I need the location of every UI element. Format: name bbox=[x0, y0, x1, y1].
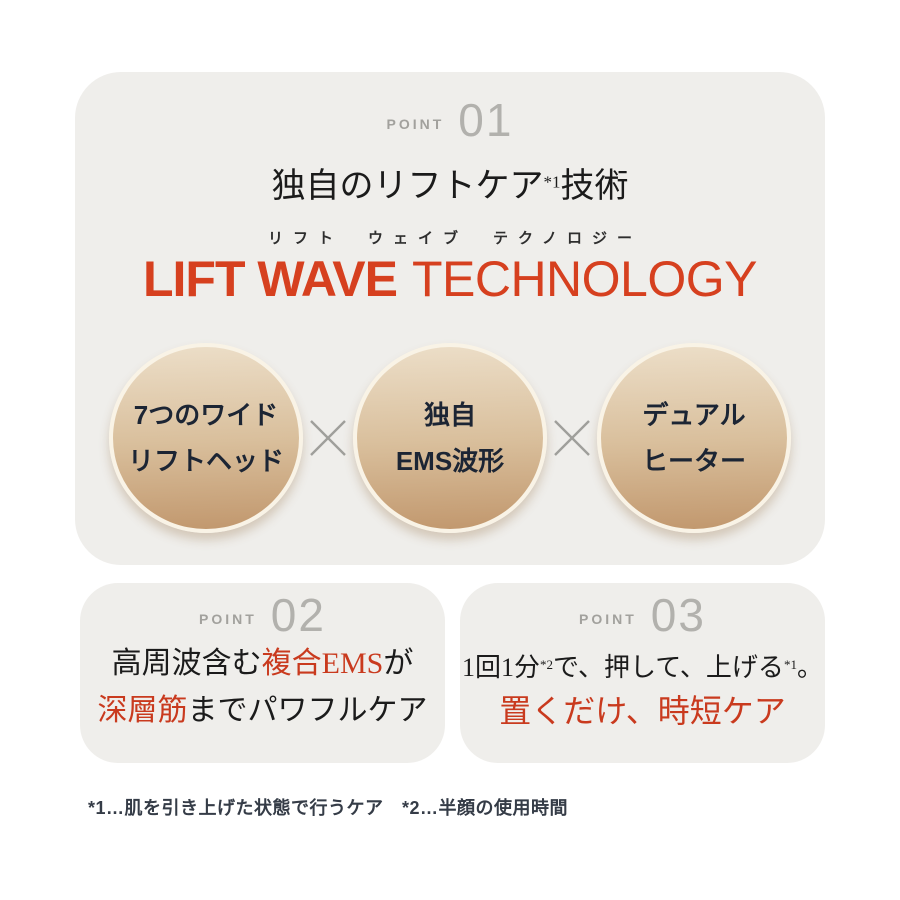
point-02-line-2: 深層筋までパワフルケア bbox=[80, 687, 445, 734]
point-number: 02 bbox=[270, 589, 326, 641]
text-segment: で、押して、上げる bbox=[553, 652, 784, 682]
text-segment: までパワフルケア bbox=[187, 693, 428, 727]
heading-light-part: TECHNOLOGY bbox=[411, 250, 758, 307]
footnote-text: *1…肌を引き上げた状態で行うケア *2…半顔の使用時間 bbox=[88, 798, 569, 818]
point-01-header: POINT 01 bbox=[75, 72, 825, 146]
text-segment: 深層筋 bbox=[97, 693, 188, 727]
point-01-title: 独自のリフトケア*1技術 bbox=[75, 167, 825, 206]
feature-circle-ems-wave: 独自 EMS波形 bbox=[353, 343, 547, 533]
point-number: 01 bbox=[458, 94, 514, 146]
circle-line: 7つのワイド bbox=[133, 400, 279, 430]
text-segment: *1 bbox=[783, 656, 797, 672]
heading-bold-part: LIFT WAVE bbox=[142, 250, 398, 307]
title-footnote-marker: *1 bbox=[543, 172, 561, 192]
circle-line: 独自 bbox=[423, 400, 476, 430]
circle-line: EMS波形 bbox=[395, 446, 505, 476]
point-label: POINT bbox=[579, 610, 637, 627]
point-number: 03 bbox=[650, 589, 706, 641]
point-02-header: POINT 02 bbox=[80, 583, 445, 641]
circle-line: リフトヘッド bbox=[127, 446, 284, 476]
text-segment: 複合EMS bbox=[261, 646, 384, 680]
point-label: POINT bbox=[199, 610, 257, 627]
title-text-post: 技術 bbox=[560, 167, 629, 205]
multiply-icon bbox=[554, 420, 590, 456]
circle-line: ヒーター bbox=[641, 446, 746, 476]
point-label: POINT bbox=[386, 115, 445, 132]
text-segment: が bbox=[383, 646, 414, 680]
circle-line: デュアル bbox=[642, 400, 746, 430]
point-03-line-1: 1回1分*2で、押して、上げる*1。 bbox=[460, 644, 825, 689]
text-segment: 。 bbox=[796, 652, 823, 682]
point-03-header: POINT 03 bbox=[460, 583, 825, 641]
text-segment: 1回1分 bbox=[462, 652, 541, 682]
point-02-line-1: 高周波含む複合EMSが bbox=[80, 640, 445, 687]
text-segment: *2 bbox=[540, 656, 554, 672]
multiply-icon bbox=[310, 420, 346, 456]
point-01-card: POINT 01 独自のリフトケア*1技術 リフト ウェイブ テクノロジー LI… bbox=[75, 72, 825, 565]
lift-wave-technology-heading: LIFT WAVE TECHNOLOGY bbox=[75, 253, 825, 305]
point-03-card: POINT 03 1回1分*2で、押して、上げる*1。 置くだけ、時短ケア bbox=[460, 583, 825, 763]
point-02-card: POINT 02 高周波含む複合EMSが 深層筋までパワフルケア bbox=[80, 583, 445, 763]
text-segment: 高周波含む bbox=[111, 646, 262, 680]
title-text-pre: 独自のリフトケア bbox=[271, 167, 544, 205]
feature-circle-lift-heads: 7つのワイド リフトヘッド bbox=[109, 343, 303, 533]
technology-ruby-text: リフト ウェイブ テクノロジー bbox=[267, 229, 643, 247]
point-03-text: 1回1分*2で、押して、上げる*1。 置くだけ、時短ケア bbox=[460, 644, 825, 733]
point-02-text: 高周波含む複合EMSが 深層筋までパワフルケア bbox=[80, 640, 445, 734]
feature-circle-dual-heater: デュアル ヒーター bbox=[597, 343, 791, 533]
feature-circles-row: 7つのワイド リフトヘッド 独自 EMS波形 デュアル ヒーター bbox=[75, 343, 825, 533]
point-03-line-2: 置くだけ、時短ケア bbox=[499, 692, 786, 729]
